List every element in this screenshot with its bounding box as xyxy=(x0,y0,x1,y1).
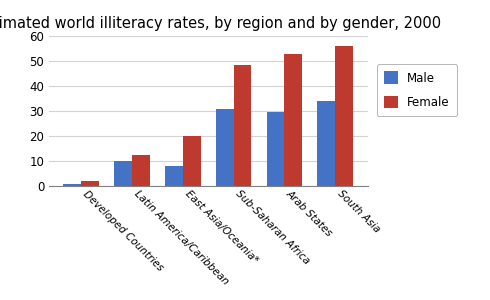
Bar xyxy=(183,136,200,186)
Bar xyxy=(285,53,302,186)
Bar xyxy=(64,184,81,186)
Bar xyxy=(132,155,150,186)
Legend: Male, Female: Male, Female xyxy=(377,64,457,116)
Bar xyxy=(165,166,183,186)
Bar xyxy=(216,109,234,186)
Title: Estimated world illiteracy rates, by region and by gender, 2000: Estimated world illiteracy rates, by reg… xyxy=(0,16,441,31)
Bar xyxy=(234,65,251,186)
Bar xyxy=(114,161,132,186)
Bar xyxy=(267,112,285,186)
Bar xyxy=(335,46,353,186)
Bar xyxy=(81,181,99,186)
Bar xyxy=(318,101,335,186)
